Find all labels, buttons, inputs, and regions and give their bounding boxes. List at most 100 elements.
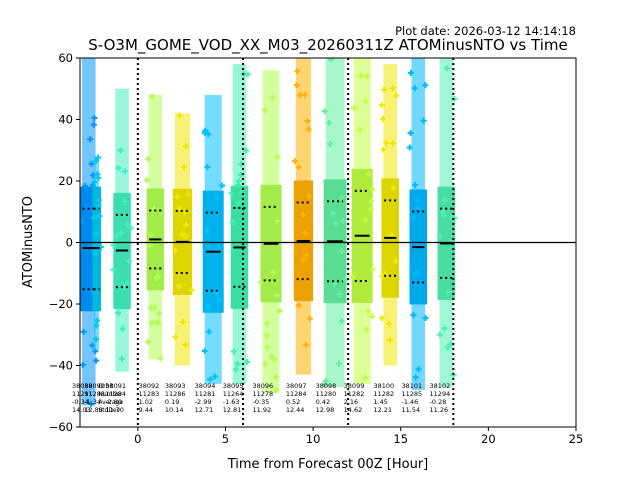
y-tick-label: 60 xyxy=(58,51,73,65)
orbit-points-38099 xyxy=(349,58,376,384)
orbit-stat-line: 0.52 xyxy=(286,398,300,406)
orbit-stat-line: 2.16 xyxy=(344,398,358,406)
orbit-outlier-crosses-38096 xyxy=(258,94,283,394)
orbit-stat-line: 14.03 xyxy=(72,406,91,414)
stats-header-line: StdDev xyxy=(98,407,120,414)
orbit-stat-line: 11291 xyxy=(72,390,93,398)
orbit-stat-line: 11.26 xyxy=(430,406,449,414)
orbit-stat-line: 38100 xyxy=(373,382,394,390)
orbit-stat-line: 12.88 xyxy=(84,406,103,414)
orbit-stat-line: 38089 xyxy=(72,382,93,390)
orbit-stat-line: 12.98 xyxy=(316,406,335,414)
orbit-outlier-crosses-38097 xyxy=(292,68,313,348)
orbit-outlier-crosses-38093 xyxy=(172,112,195,348)
orbit-stats-38090: 38090 11288 -1.34 12.88 xyxy=(84,382,105,414)
orbit-stats-38092: 38092 11283 1.02 9.44 xyxy=(139,382,160,414)
orbit-stat-line: 38090 xyxy=(84,382,105,390)
orbit-stat-line: 11278 xyxy=(253,390,274,398)
orbit-stat-line: 11.70 xyxy=(105,406,124,414)
reference-lines xyxy=(80,58,576,427)
orbit-points-38097 xyxy=(292,58,314,375)
orbit-stats-38098: 38098 11280 0.42 12.98 xyxy=(316,382,337,414)
x-tick-label: 0 xyxy=(134,432,141,446)
orbit-stat-line: 11.54 xyxy=(401,406,420,414)
chart-title: S-O3M_GOME_VOD_XX_M03_20260311Z ATOMinus… xyxy=(88,36,567,55)
y-axis-label: ATOMinusNTO xyxy=(21,196,36,288)
orbit-stat-line: 11283 xyxy=(139,390,160,398)
orbit-stat-line: 0.42 xyxy=(316,398,330,406)
orbit-stat-line: 0.19 xyxy=(165,398,179,406)
orbit-stat-line: 11264 xyxy=(223,390,244,398)
orbit-stats-38101: 38101 11285 -1.46 11.54 xyxy=(401,382,422,414)
orbit-stat-line: -1.46 xyxy=(401,398,418,406)
orbit-stat-line: -2.80 xyxy=(105,398,122,406)
y-tick-label: 20 xyxy=(58,174,73,188)
orbit-stat-line: 38096 xyxy=(253,382,274,390)
stats-header-line: Average xyxy=(98,399,123,406)
orbit-outlier-crosses-38089 xyxy=(80,115,100,407)
orbit-stat-line: 38093 xyxy=(165,382,186,390)
orbit-outlier-crosses-38101 xyxy=(406,69,429,381)
orbit-stat-line: 12.21 xyxy=(373,406,392,414)
orbit-stat-line: 38097 xyxy=(286,382,307,390)
plot-date: Plot date: 2026-03-12 14:14:18 xyxy=(395,24,576,38)
orbit-stat-line: 11282 xyxy=(373,390,394,398)
y-tick-label: 40 xyxy=(58,113,73,127)
orbit-points-38098 xyxy=(321,58,349,388)
y-tick-label: −40 xyxy=(49,359,73,373)
orbit-stat-line: 38101 xyxy=(401,382,422,390)
orbit-stat-line: 38099 xyxy=(344,382,365,390)
orbit-stats-38093: 38093 11286 0.19 10.14 xyxy=(165,382,186,414)
orbit-stat-line: 38102 xyxy=(430,382,451,390)
orbit-outlier-crosses-38094 xyxy=(201,127,226,383)
x-tick-label: 15 xyxy=(393,432,408,446)
orbit-stat-line: -1.63 xyxy=(223,398,240,406)
orbit-points-38095 xyxy=(228,64,251,384)
orbit-stat-line: 11.92 xyxy=(253,406,272,414)
orbit-stats-38091: 38091 11284 -2.80 11.70 xyxy=(105,382,126,414)
stats-header-line: Number xyxy=(98,391,123,398)
orbit-points-38100 xyxy=(378,64,400,366)
orbit-stat-line: 11294 xyxy=(430,390,451,398)
x-axis: 0 5 10 15 20 25 xyxy=(134,427,583,446)
x-tick-label: 5 xyxy=(222,432,229,446)
orbit-stat-line: 1.45 xyxy=(373,398,387,406)
orbit-stat-line: 11281 xyxy=(195,390,216,398)
stats-header-line: Orbit xyxy=(98,383,114,390)
data-layer xyxy=(80,58,458,407)
orbit-stats-38099: 38099 11282 2.16 14.62 xyxy=(344,382,365,414)
x-tick-label: 20 xyxy=(481,432,496,446)
orbit-stat-line: 1.02 xyxy=(139,398,153,406)
orbit-outlier-crosses-38098 xyxy=(321,58,349,388)
orbit-stat-line: -0.28 xyxy=(430,398,447,406)
orbit-stat-line: 38091 xyxy=(105,382,126,390)
orbit-stat-line: 12.71 xyxy=(195,406,214,414)
x-tick-label: 10 xyxy=(306,432,321,446)
orbit-stats-38102: 38102 11294 -0.28 11.26 xyxy=(430,382,451,414)
orbit-stat-line: 11280 xyxy=(316,390,337,398)
x-tick-label: 25 xyxy=(569,432,584,446)
orbit-stat-line: 14.62 xyxy=(344,406,363,414)
orbit-stats-38100: 38100 11282 1.45 12.21 xyxy=(373,382,394,414)
orbit-points-38094 xyxy=(201,94,226,384)
orbit-points-38091 xyxy=(110,88,134,372)
orbit-points-38096 xyxy=(258,70,283,394)
orbit-stat-line: 38095 xyxy=(223,382,244,390)
orbit-stat-line: -1.34 xyxy=(84,398,101,406)
orbit-stat-line: 11286 xyxy=(165,390,186,398)
orbit-stat-line: 11284 xyxy=(286,390,307,398)
orbit-stat-line: 11284 xyxy=(105,390,126,398)
orbit-stats-38094: 38094 11281 -2.99 12.71 xyxy=(195,382,216,414)
orbit-stats-38097: 38097 11284 0.52 12.44 xyxy=(286,382,307,414)
orbit-stat-line: 11285 xyxy=(401,390,422,398)
y-tick-label: −60 xyxy=(49,420,73,434)
orbit-stat-line: -0.35 xyxy=(253,398,270,406)
orbit-points-38101 xyxy=(406,58,429,391)
orbit-stat-line: 11282 xyxy=(344,390,365,398)
orbit-stat-line: 9.44 xyxy=(139,406,153,414)
orbit-stat-line: -2.99 xyxy=(195,398,212,406)
stats-header: Orbit Number Average StdDev xyxy=(98,383,123,414)
orbit-outlier-crosses-38100 xyxy=(378,85,400,344)
orbit-stat-line: 12.44 xyxy=(286,406,305,414)
